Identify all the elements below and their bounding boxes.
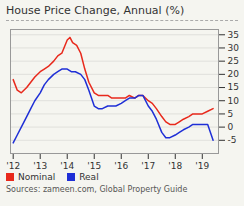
svg-text:30: 30 <box>228 43 240 53</box>
svg-text:10: 10 <box>228 96 240 106</box>
svg-text:'17: '17 <box>141 161 155 171</box>
html-text:Nominal: Nominal <box>18 172 56 182</box>
svg-text:'14: '14 <box>60 161 74 171</box>
svg-text:0: 0 <box>228 122 234 132</box>
svg-text:25: 25 <box>228 56 239 66</box>
html-text:Real: Real <box>79 172 99 182</box>
html-text:House Price Change, Annual (%): House Price Change, Annual (%) <box>6 4 185 17</box>
svg-text:'18: '18 <box>168 161 182 171</box>
svg-text:-5: -5 <box>228 135 237 145</box>
html-text:Sources: zameen.com, Global Pr: Sources: zameen.com, Global Property Gui… <box>6 185 188 194</box>
svg-text:'16: '16 <box>114 161 128 171</box>
svg-text:5: 5 <box>228 109 234 119</box>
svg-text:35: 35 <box>228 30 239 40</box>
svg-text:'13: '13 <box>33 161 47 171</box>
svg-text:20: 20 <box>228 69 240 79</box>
svg-text:15: 15 <box>228 82 239 92</box>
svg-text:'12: '12 <box>6 161 20 171</box>
svg-text:'15: '15 <box>87 161 101 171</box>
svg-text:'19: '19 <box>195 161 209 171</box>
